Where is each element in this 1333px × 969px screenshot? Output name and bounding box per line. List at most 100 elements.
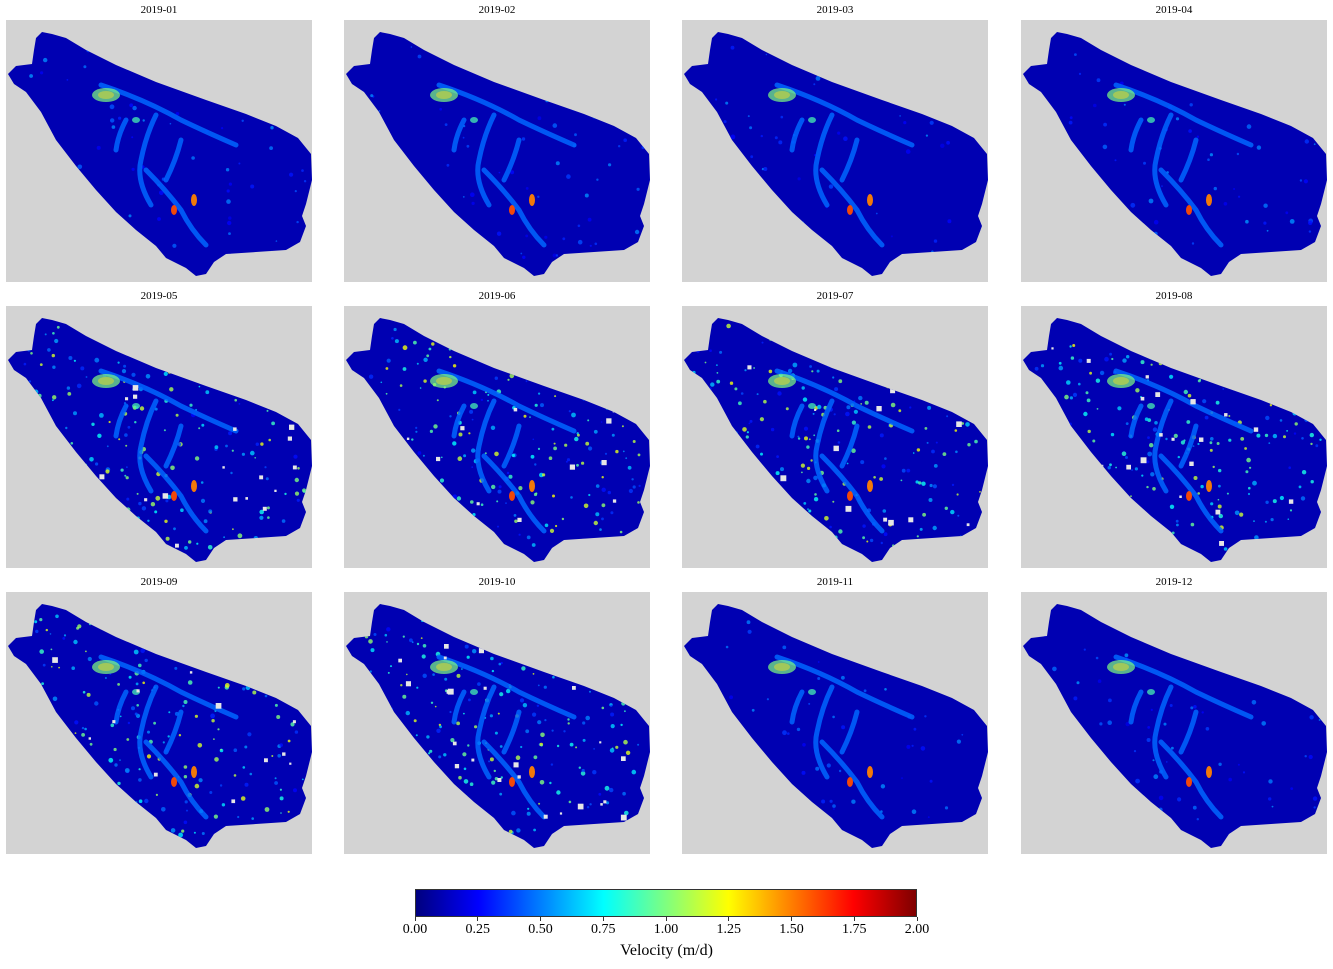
velocity-speckle [497,525,499,528]
velocity-speckle [1236,152,1240,156]
no-data-patch [88,737,91,740]
velocity-speckle [39,649,44,654]
flow-branch [143,167,209,248]
velocity-speckle [1272,499,1277,504]
velocity-speckle [787,732,790,735]
velocity-speckle [1140,360,1145,365]
velocity-speckle [829,525,832,529]
no-data-patch [1126,464,1131,470]
velocity-speckle [279,743,284,747]
velocity-speckle [247,374,251,379]
velocity-speckle [380,381,383,384]
velocity-speckle [1074,435,1079,440]
velocity-speckle [589,803,592,806]
velocity-speckle [237,257,243,262]
velocity-speckle [82,795,87,801]
velocity-speckle [702,812,706,815]
velocity-speckle [1113,796,1118,800]
velocity-speckle [1095,378,1101,383]
velocity-speckle [1115,466,1117,469]
velocity-speckle [706,416,709,418]
velocity-speckle [74,720,79,725]
velocity-speckle [1058,539,1064,544]
velocity-speckle [38,811,41,814]
velocity-speckle [935,441,938,444]
velocity-speckle [1037,434,1042,439]
velocity-speckle [1192,805,1197,810]
velocity-speckle [219,784,223,787]
velocity-speckle [364,536,369,541]
velocity-hotspot [430,660,458,674]
flow-branch [813,112,835,208]
velocity-speckle [252,690,257,695]
velocity-speckle [458,432,463,437]
velocity-speckle [103,525,107,529]
velocity-speckle [609,40,613,44]
velocity-speckle [1319,438,1322,441]
velocity-speckle [595,512,600,517]
velocity-speckle [486,824,489,827]
velocity-speckle [476,235,480,238]
velocity-speckle [921,639,925,643]
velocity-speckle [717,738,722,743]
velocity-speckle [62,816,67,821]
velocity-speckle [865,611,868,615]
velocity-speckle [809,365,812,368]
velocity-speckle [927,405,932,410]
velocity-speckle [376,811,380,815]
velocity-speckle [852,617,857,622]
velocity-speckle [145,374,151,379]
no-data-patch [222,466,225,469]
velocity-speckle [621,425,624,428]
velocity-speckle [228,431,233,436]
velocity-speckle [417,816,420,819]
velocity-speckle [712,492,715,495]
velocity-speckle [232,528,234,531]
velocity-speckle [843,136,848,141]
velocity-speckle [100,627,102,630]
velocity-speckle [694,521,699,526]
velocity-hotspot [1206,766,1212,778]
velocity-speckle [1132,505,1135,508]
velocity-speckle [940,683,945,688]
velocity-speckle [1197,442,1200,446]
velocity-speckle [287,810,290,813]
velocity-speckle [811,370,814,373]
velocity-speckle [544,56,548,60]
velocity-speckle [1154,421,1158,425]
glacier-area [1023,318,1327,562]
velocity-speckle [404,764,408,769]
velocity-speckle [838,379,843,384]
velocity-speckle [634,229,640,235]
velocity-speckle [76,626,80,630]
velocity-speckle [128,336,131,340]
velocity-speckle [747,629,752,634]
velocity-speckle [450,785,453,788]
velocity-speckle [928,498,933,502]
velocity-speckle [511,810,516,816]
velocity-speckle [1315,654,1321,660]
velocity-speckle [264,466,267,469]
velocity-speckle [973,390,976,394]
velocity-speckle [601,647,604,650]
no-data-patch [175,357,180,362]
velocity-speckle [128,675,132,679]
velocity-speckle [545,99,549,103]
no-data-patch [916,386,921,391]
velocity-speckle [631,478,634,481]
velocity-speckle [785,407,789,411]
velocity-speckle [472,390,477,395]
velocity-speckle [1085,542,1090,547]
no-data-patch [529,353,535,358]
velocity-speckle [123,364,127,368]
velocity-speckle [279,788,282,791]
velocity-speckle [563,730,566,733]
velocity-speckle [1165,437,1168,441]
velocity-speckle [172,243,177,248]
no-data-patch [559,812,563,815]
no-data-patch [1140,457,1147,464]
velocity-speckle [1294,360,1299,365]
velocity-speckle [489,757,494,762]
velocity-speckle [837,441,841,444]
velocity-speckle [576,463,579,467]
